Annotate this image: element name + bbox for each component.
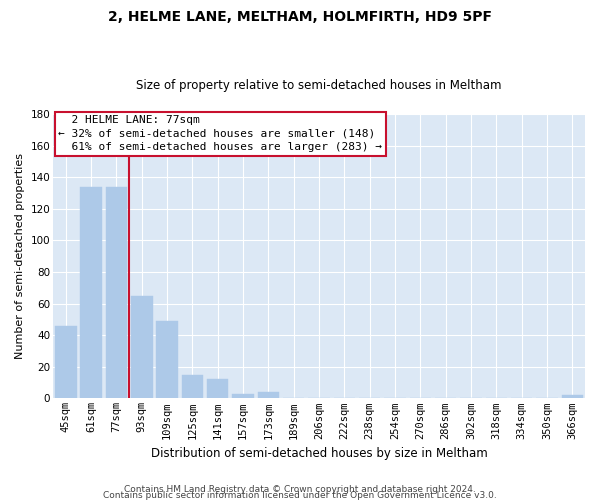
Bar (232, 394, 254, 398)
Y-axis label: Number of semi-detached properties: Number of semi-detached properties (15, 153, 25, 359)
Bar (257, 392, 279, 398)
Title: Size of property relative to semi-detached houses in Meltham: Size of property relative to semi-detach… (136, 79, 502, 92)
Bar (55, 326, 77, 398)
Bar (106, 186, 127, 398)
Bar (182, 374, 203, 398)
Bar (157, 321, 178, 398)
Text: Contains HM Land Registry data © Crown copyright and database right 2024.: Contains HM Land Registry data © Crown c… (124, 484, 476, 494)
Bar (562, 395, 583, 398)
Text: Contains public sector information licensed under the Open Government Licence v3: Contains public sector information licen… (103, 490, 497, 500)
Bar (80, 186, 102, 398)
Bar (207, 380, 229, 398)
X-axis label: Distribution of semi-detached houses by size in Meltham: Distribution of semi-detached houses by … (151, 447, 487, 460)
Bar (131, 296, 152, 399)
Text: 2 HELME LANE: 77sqm  
← 32% of semi-detached houses are smaller (148)
  61% of s: 2 HELME LANE: 77sqm ← 32% of semi-detach… (58, 116, 382, 152)
Text: 2, HELME LANE, MELTHAM, HOLMFIRTH, HD9 5PF: 2, HELME LANE, MELTHAM, HOLMFIRTH, HD9 5… (108, 10, 492, 24)
